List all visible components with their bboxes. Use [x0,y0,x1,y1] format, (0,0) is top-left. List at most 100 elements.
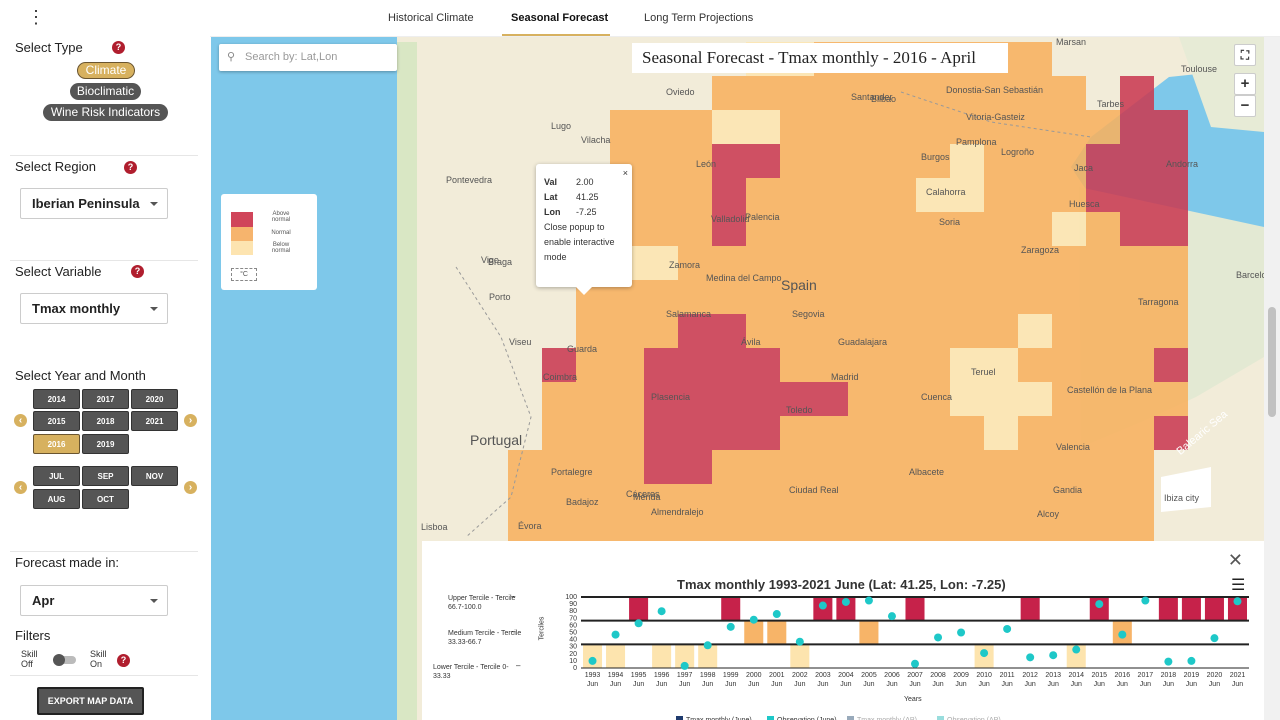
forecast-tile [610,348,644,382]
forecast-tile [780,348,814,382]
forecast-tile [916,484,950,518]
search-icon: ⚲ [227,51,236,63]
year-button[interactable]: 2015 [33,411,80,431]
forecast-tile [576,416,610,450]
forecast-tile [508,450,542,484]
tercile-bar [583,644,603,668]
x-tick-label: 2010 [976,672,992,679]
forecast-tile [1018,178,1052,212]
map-place-label: Zamora [669,260,701,270]
variable-select[interactable]: Tmax monthly [20,293,168,324]
month-button[interactable]: SEP [82,466,129,486]
type-bioclimatic-button[interactable]: Bioclimatic [70,83,141,100]
map-place-label: Tarragona [1138,297,1179,307]
zoom-out-button[interactable]: − [1234,95,1256,117]
help-icon[interactable]: ? [112,41,125,54]
forecast-tile [1086,450,1120,484]
help-icon[interactable]: ? [117,654,130,667]
month-button[interactable]: OCT [82,489,129,509]
forecast-tile [576,484,610,518]
type-wine-risk-button[interactable]: Wine Risk Indicators [43,104,168,121]
year-button[interactable]: 2014 [33,389,80,409]
year-button[interactable]: 2021 [131,411,178,431]
year-button[interactable]: 2017 [82,389,129,409]
year-button[interactable]: 2019 [82,434,129,454]
forecast-tile [848,110,882,144]
fullscreen-icon[interactable]: ⛶ [1234,44,1256,66]
y-tick-label: 40 [569,637,577,644]
x-tick-label: 2004 [838,672,854,679]
observation-point [588,656,597,665]
forecast-tile [1154,382,1188,416]
month-button[interactable]: JUL [33,466,80,486]
forecast-select[interactable]: Apr [20,585,168,616]
forecast-tile [678,144,712,178]
map-place-label: Marsan [1056,37,1087,47]
map-place-label: Palencia [745,212,780,222]
forecast-tile [712,110,746,144]
x-tick-sublabel: Jun [1117,681,1128,688]
forecast-tile [780,178,814,212]
observation-point [841,597,850,606]
tercile-bar [1020,597,1040,621]
chevron-left-icon[interactable]: ‹ [14,481,27,494]
chevron-left-icon[interactable]: ‹ [14,414,27,427]
forecast-tile [984,110,1018,144]
forecast-tile [610,110,644,144]
forecast-tile [1086,212,1120,246]
year-button-selected[interactable]: 2016 [33,434,80,454]
x-tick-sublabel: Jun [1094,681,1105,688]
tercile-bar [836,597,856,621]
month-button[interactable]: NOV [131,466,178,486]
scrollbar-thumb[interactable] [1268,307,1276,417]
export-map-data-button[interactable]: EXPORT MAP DATA [37,687,144,715]
forecast-tile [712,314,746,348]
type-climate-button[interactable]: Climate [77,62,135,79]
forecast-tile [678,280,712,314]
forecast-tile [678,246,712,280]
chart-menu-icon[interactable]: ☰ [1231,577,1246,594]
close-icon[interactable]: × [622,168,628,178]
search-input[interactable]: ⚲ Search by: Lat,Lon [219,44,397,71]
region-select[interactable]: Iberian Peninsula [20,188,168,219]
help-icon[interactable]: ? [124,161,137,174]
tab-seasonal-forecast[interactable]: Seasonal Forecast [511,12,609,24]
popup-val: 2.00 [576,177,594,187]
skill-toggle[interactable] [53,654,76,666]
tercile-bar [1204,597,1224,621]
year-button[interactable]: 2020 [131,389,178,409]
chevron-right-icon[interactable]: › [184,414,197,427]
tab-long-term-projections[interactable]: Long Term Projections [644,12,754,24]
forecast-tile [780,76,814,110]
map-place-label: Ciudad Real [789,485,839,495]
chevron-right-icon[interactable]: › [184,481,197,494]
map-place-label: Pontevedra [446,175,493,185]
zoom-in-button[interactable]: + [1234,73,1256,95]
forecast-tile [678,416,712,450]
menu-icon[interactable]: ⋮ [27,7,45,27]
legend-label: Observation (June) [777,717,837,720]
map-place-label: Braga [488,257,513,267]
forecast-tile [780,212,814,246]
forecast-tile [678,314,712,348]
month-button[interactable]: AUG [33,489,80,509]
year-button[interactable]: 2018 [82,411,129,431]
divider [10,675,198,676]
forecast-tile [576,450,610,484]
forecast-tile [950,246,984,280]
map-place-label: Albacete [909,467,945,477]
forecast-tile [1018,246,1052,280]
help-icon[interactable]: ? [131,265,144,278]
select-variable-label: Select Variable [15,264,102,279]
x-tick-sublabel: Jun [771,681,782,688]
tab-historical-climate[interactable]: Historical Climate [388,12,474,24]
close-icon[interactable]: ✕ [1227,550,1243,570]
forecast-tile [508,484,542,518]
y-tick-label: 30 [569,644,577,651]
legend-normal-label: Normal [271,230,291,236]
scrollbar[interactable] [1264,37,1280,720]
forecast-tile [814,484,848,518]
popup-lat: 41.25 [576,192,599,202]
tercile-bar [629,597,649,621]
forecast-tile [984,450,1018,484]
